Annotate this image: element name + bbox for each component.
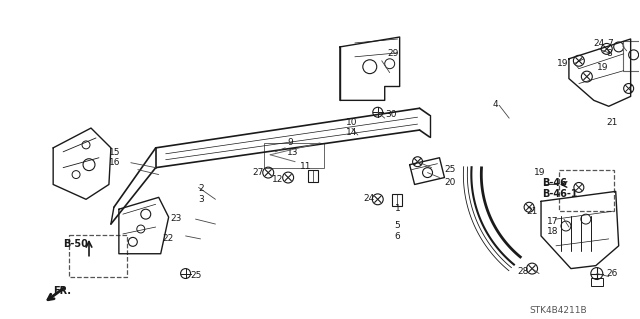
Text: 28: 28 <box>517 267 529 276</box>
Text: 15: 15 <box>109 148 120 157</box>
Text: 4: 4 <box>492 100 498 109</box>
Bar <box>69 235 127 277</box>
Text: 11: 11 <box>300 162 312 171</box>
Text: 21: 21 <box>526 207 538 216</box>
Bar <box>623 41 640 71</box>
Text: 5: 5 <box>395 221 401 230</box>
Text: 10: 10 <box>346 118 357 127</box>
Text: 19: 19 <box>596 63 608 72</box>
Text: 19: 19 <box>534 168 545 177</box>
Text: 1: 1 <box>395 204 401 213</box>
Text: 27: 27 <box>252 168 264 177</box>
Text: 26: 26 <box>607 269 618 278</box>
Text: B-46: B-46 <box>542 178 567 188</box>
Text: 16: 16 <box>109 158 120 167</box>
Text: 25: 25 <box>444 165 456 174</box>
Text: 22: 22 <box>163 234 174 243</box>
Text: FR.: FR. <box>53 286 71 296</box>
Text: 14: 14 <box>346 128 357 137</box>
Text: 12: 12 <box>272 174 284 183</box>
Bar <box>392 194 402 206</box>
Text: 24: 24 <box>594 39 605 48</box>
Text: 24: 24 <box>364 194 375 204</box>
Text: 13: 13 <box>287 148 299 157</box>
Text: 25: 25 <box>191 271 202 279</box>
Bar <box>559 170 614 211</box>
Text: B-46-1: B-46-1 <box>542 189 578 199</box>
Bar <box>264 143 324 168</box>
Text: 21: 21 <box>607 118 618 127</box>
Text: 20: 20 <box>444 178 456 187</box>
Bar <box>308 170 318 182</box>
Text: 9: 9 <box>287 138 293 147</box>
Text: 18: 18 <box>547 227 559 236</box>
Text: 3: 3 <box>198 195 204 204</box>
Text: 7: 7 <box>607 39 612 48</box>
Text: 23: 23 <box>171 214 182 223</box>
Text: 6: 6 <box>395 232 401 241</box>
Text: 29: 29 <box>388 49 399 58</box>
Text: 2: 2 <box>198 184 204 193</box>
Text: 8: 8 <box>607 49 612 58</box>
Text: 19: 19 <box>557 59 568 68</box>
Text: STK4B4211B: STK4B4211B <box>529 306 587 315</box>
Text: B-50: B-50 <box>63 239 88 249</box>
Text: 17: 17 <box>547 217 559 226</box>
Text: 30: 30 <box>386 110 397 119</box>
Bar <box>591 278 603 286</box>
